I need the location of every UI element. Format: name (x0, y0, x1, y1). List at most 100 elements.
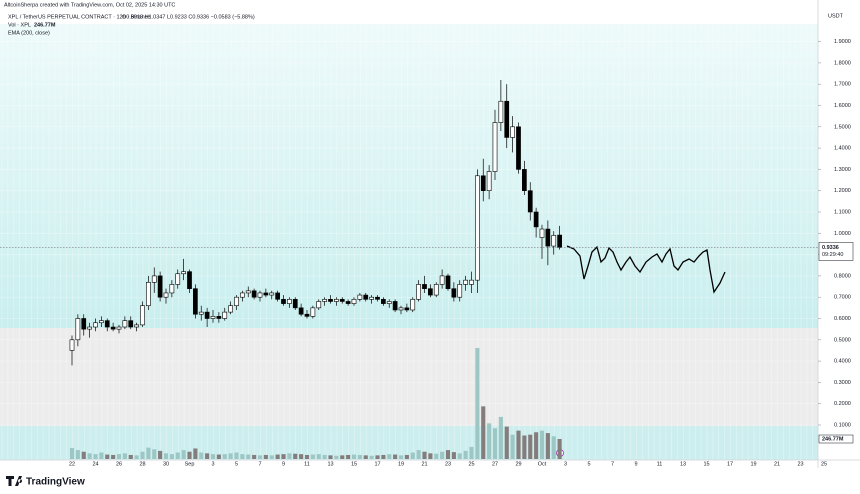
x-tick-label: 19 (398, 461, 404, 467)
candle-body (510, 126, 515, 138)
brand-name: TradingView (26, 477, 85, 488)
candle-body (363, 294, 369, 300)
volume-bar (69, 448, 75, 459)
volume-bar (128, 454, 133, 459)
volume-bar (210, 454, 216, 459)
candle-body (245, 290, 251, 294)
x-tick-label: 15 (351, 461, 357, 467)
volume-bar (93, 454, 98, 459)
candle-body (404, 307, 410, 311)
candle-body (551, 235, 557, 247)
volume-bar (181, 450, 186, 459)
x-tick-label: 22 (69, 461, 75, 467)
y-tick-label: 1.4000 (834, 146, 851, 152)
candle-body (99, 320, 104, 324)
candle-body (69, 339, 75, 351)
candle-body (146, 281, 151, 307)
volume-bar (287, 453, 292, 459)
y-tick-label: 0.5000 (834, 337, 851, 343)
candles (69, 79, 562, 366)
candle-body (398, 307, 404, 311)
volume-bar (269, 455, 274, 459)
x-tick-label: 28 (139, 461, 145, 467)
candle-body (263, 292, 269, 296)
volume-bar (539, 430, 545, 459)
volume-bar (322, 454, 327, 459)
volume-bar (310, 454, 315, 459)
volume-bar (434, 453, 439, 459)
y-tick-label: 1.5000 (834, 124, 851, 130)
candle-body (463, 279, 468, 285)
volume-bar (222, 454, 227, 459)
volume-bar (416, 450, 421, 459)
x-tick-label: 11 (304, 461, 310, 467)
volume-bar (116, 454, 122, 459)
x-tick-label: 19 (750, 461, 756, 467)
candle-body (87, 326, 92, 330)
volume-bar (451, 452, 456, 459)
y-tick-label: 1.8000 (834, 60, 851, 66)
volume-bar (281, 454, 286, 459)
candle-body (187, 271, 192, 289)
volume-bar (163, 453, 169, 459)
x-tick-label: 17 (374, 461, 380, 467)
volume-bar (152, 449, 157, 459)
brand: TradingView (6, 476, 85, 488)
volume-bar (111, 454, 116, 459)
volume-bar (228, 453, 233, 459)
x-tick-label: 5 (235, 461, 238, 467)
candle-body (492, 122, 498, 172)
y-tick-label: 0.6000 (834, 316, 851, 322)
volume-bar (487, 423, 492, 459)
volume-bar (422, 451, 427, 459)
candle-body (234, 296, 239, 307)
candle-body (281, 299, 286, 304)
volume-bar (492, 428, 498, 459)
volume-bar (140, 451, 145, 459)
candle-body (257, 292, 263, 298)
symbol-title: XPL / TetherUS PERPETUAL CONTRACT · 12h … (8, 14, 150, 20)
x-tick-label: 9 (634, 461, 637, 467)
volume-bar (369, 455, 374, 459)
volume-bar (398, 455, 404, 459)
candle-body (557, 234, 562, 248)
volume-bar (545, 433, 550, 459)
volume-bar (516, 430, 521, 459)
x-tick-label: 29 (515, 461, 521, 467)
volume-bar (257, 455, 263, 459)
volume-bar (428, 453, 433, 459)
x-tick-label: 15 (703, 461, 709, 467)
x-tick-label: 17 (727, 461, 733, 467)
candle-body (545, 228, 551, 247)
x-tick-label: 26 (116, 461, 122, 467)
volume-bar (199, 452, 204, 459)
y-tick-label: 1.3000 (834, 167, 851, 173)
brand-logo (6, 476, 23, 486)
candle-body (445, 275, 451, 289)
candle-body (422, 284, 427, 289)
volume-bar (187, 451, 192, 459)
volume-bar (299, 454, 304, 459)
candle-body (322, 299, 327, 302)
countdown: 09:29:40 (822, 252, 843, 258)
candle-body (469, 279, 474, 285)
volume-bar (475, 348, 480, 459)
y-tick-label: 1.6000 (834, 103, 851, 109)
volume-bar (498, 416, 503, 459)
volume-bar (440, 451, 445, 459)
volume-bar (252, 454, 257, 459)
candle-body (357, 294, 363, 300)
candle-body (375, 296, 380, 300)
volume-bar (122, 453, 127, 459)
x-tick-label: Sep (185, 461, 195, 467)
candle-body (204, 311, 210, 319)
x-tick-label: 21 (774, 461, 780, 467)
volume-bar (457, 453, 462, 459)
candle-body (81, 318, 87, 330)
volume-bar (99, 452, 104, 459)
last-volume-box (818, 434, 854, 444)
candle-body (228, 305, 233, 313)
candle-body (504, 100, 510, 138)
axis-unit: USDT (828, 13, 844, 19)
volume-bar (134, 455, 139, 459)
